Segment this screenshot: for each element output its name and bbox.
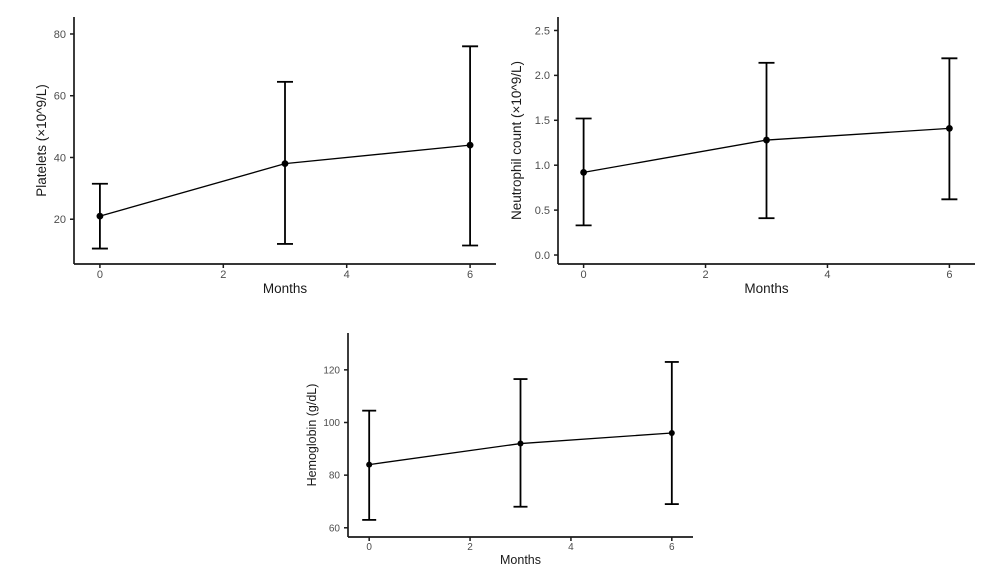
- y-tick-label: 0.5: [535, 205, 550, 217]
- x-tick-label: 0: [97, 269, 103, 281]
- y-tick-label: 1.0: [535, 160, 550, 172]
- data-point: [668, 430, 675, 437]
- x-tick-label: 6: [946, 269, 952, 281]
- x-axis-label: Months: [500, 553, 541, 567]
- x-tick-label: 0: [366, 542, 372, 553]
- x-tick-label: 4: [568, 542, 574, 553]
- hemoglobin-chart-svg: 60 80 100 120 0 2 4 6 Hemoglobin (g/dL) Months: [305, 333, 693, 567]
- y-tick-label: 20: [54, 214, 66, 226]
- x-tick-label: 6: [467, 269, 473, 281]
- data-point: [466, 141, 474, 149]
- x-tick-label: 2: [467, 542, 473, 553]
- platelets-chart-svg: 20 40 60 80 0 2 4 6 Platelets (×10^9/L) Months: [34, 17, 496, 296]
- data-point: [763, 136, 770, 144]
- data-point: [96, 212, 104, 220]
- panel-hemoglobin: 60 80 100 120 0 2 4 6 Hemoglobin (g/dL) Months: [280, 300, 760, 582]
- y-tick-label: 80: [54, 29, 66, 41]
- y-tick-label: 2.5: [535, 25, 550, 37]
- y-tick-label: 60: [54, 91, 66, 103]
- y-tick-label: 40: [54, 152, 66, 164]
- data-point: [366, 461, 373, 468]
- panel-neutrophil-count: 0.0 0.5 1.0 1.5 2.0 2.5 0 2 4 6 Neutrophil count (…: [505, 0, 1005, 300]
- x-tick-label: 6: [669, 542, 675, 553]
- y-tick-label: 100: [323, 418, 340, 429]
- y-tick-label: 0.0: [535, 250, 550, 262]
- x-tick-label: 2: [220, 269, 226, 281]
- x-tick-label: 4: [344, 269, 350, 281]
- data-point: [517, 440, 524, 447]
- y-tick-label: 1.5: [535, 115, 550, 127]
- x-tick-label: 4: [824, 269, 830, 281]
- x-axis-label: Months: [744, 281, 789, 296]
- y-axis-label: Hemoglobin (g/dL): [305, 384, 319, 487]
- data-point: [281, 160, 289, 168]
- y-axis-label: Neutrophil count (×10^9/L): [509, 61, 524, 220]
- neutrophil-count-chart-svg: 0.0 0.5 1.0 1.5 2.0 2.5 0 2 4 6 Neutrophil count (…: [509, 17, 975, 296]
- x-axis-label: Months: [263, 281, 308, 296]
- data-point: [945, 124, 953, 132]
- y-tick-label: 80: [329, 471, 341, 482]
- y-tick-label: 120: [323, 365, 340, 376]
- panel-platelets: 20 40 60 80 0 2 4 6 Platelets (×10^9/L) Months: [0, 0, 500, 300]
- y-axis-label: Platelets (×10^9/L): [34, 84, 49, 197]
- y-tick-label: 60: [329, 523, 341, 534]
- data-point: [580, 168, 588, 176]
- x-tick-label: 2: [702, 269, 708, 281]
- y-tick-label: 2.0: [535, 70, 550, 82]
- x-tick-label: 0: [581, 269, 587, 281]
